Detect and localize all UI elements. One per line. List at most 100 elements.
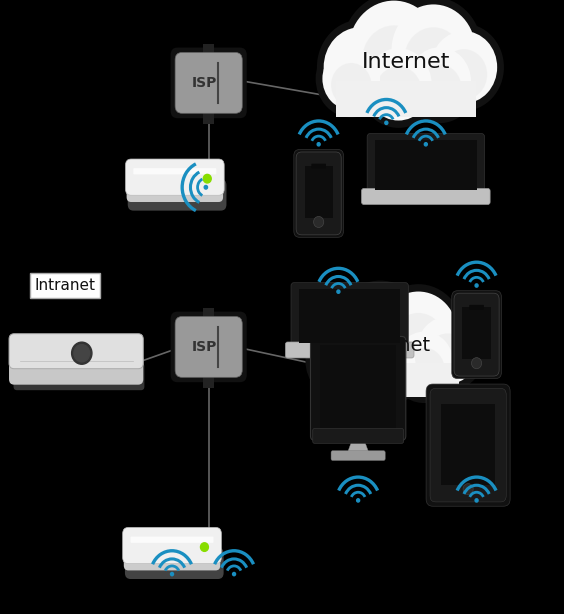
Circle shape — [417, 316, 479, 384]
Circle shape — [426, 333, 469, 381]
Circle shape — [204, 185, 208, 189]
Circle shape — [337, 290, 340, 293]
Circle shape — [391, 313, 446, 373]
FancyBboxPatch shape — [331, 451, 385, 460]
Circle shape — [170, 572, 174, 576]
Text: Internet: Internet — [362, 52, 450, 72]
Circle shape — [350, 311, 410, 376]
Text: Intranet: Intranet — [34, 278, 95, 293]
Circle shape — [410, 309, 486, 392]
Circle shape — [395, 332, 453, 395]
Circle shape — [424, 24, 504, 111]
Circle shape — [440, 49, 487, 100]
FancyBboxPatch shape — [125, 159, 224, 195]
Circle shape — [359, 41, 438, 128]
FancyBboxPatch shape — [131, 537, 213, 543]
Circle shape — [307, 306, 389, 395]
FancyBboxPatch shape — [469, 305, 484, 310]
Circle shape — [385, 0, 482, 103]
FancyBboxPatch shape — [311, 164, 326, 169]
FancyBboxPatch shape — [430, 389, 506, 502]
FancyBboxPatch shape — [203, 44, 214, 61]
Text: Internet: Internet — [354, 336, 430, 356]
FancyBboxPatch shape — [175, 317, 243, 377]
Bar — [440, 404, 495, 485]
FancyBboxPatch shape — [291, 282, 408, 350]
Circle shape — [463, 484, 473, 495]
FancyBboxPatch shape — [126, 179, 223, 202]
Circle shape — [404, 348, 445, 392]
Circle shape — [324, 332, 372, 384]
FancyBboxPatch shape — [170, 312, 247, 382]
Circle shape — [349, 1, 439, 99]
FancyBboxPatch shape — [125, 548, 223, 579]
FancyBboxPatch shape — [462, 307, 491, 360]
Circle shape — [314, 313, 382, 387]
Bar — [299, 289, 400, 343]
Circle shape — [372, 284, 464, 384]
FancyBboxPatch shape — [285, 342, 414, 358]
Circle shape — [362, 25, 426, 95]
Circle shape — [475, 284, 478, 287]
Circle shape — [417, 64, 461, 112]
Circle shape — [316, 40, 387, 117]
FancyBboxPatch shape — [362, 188, 490, 204]
FancyBboxPatch shape — [336, 80, 476, 117]
FancyBboxPatch shape — [175, 53, 243, 114]
Bar — [320, 345, 396, 429]
Circle shape — [312, 332, 366, 391]
FancyBboxPatch shape — [14, 363, 144, 391]
Circle shape — [331, 281, 430, 388]
Text: ISP: ISP — [192, 76, 217, 90]
FancyBboxPatch shape — [367, 134, 484, 196]
Circle shape — [356, 499, 360, 502]
FancyBboxPatch shape — [170, 48, 247, 119]
FancyBboxPatch shape — [454, 293, 499, 376]
FancyBboxPatch shape — [336, 80, 476, 117]
FancyBboxPatch shape — [9, 334, 143, 368]
Circle shape — [324, 27, 397, 107]
Polygon shape — [347, 442, 369, 454]
Bar — [375, 141, 477, 190]
FancyBboxPatch shape — [294, 150, 343, 238]
Circle shape — [475, 499, 478, 502]
Text: ISP: ISP — [192, 340, 217, 354]
FancyBboxPatch shape — [124, 547, 220, 570]
Circle shape — [323, 47, 380, 110]
Circle shape — [72, 342, 92, 364]
FancyBboxPatch shape — [312, 429, 404, 443]
Circle shape — [385, 121, 388, 125]
FancyBboxPatch shape — [324, 363, 460, 397]
Circle shape — [74, 344, 90, 362]
FancyBboxPatch shape — [122, 527, 221, 564]
FancyBboxPatch shape — [9, 354, 143, 384]
Circle shape — [314, 216, 324, 228]
Circle shape — [424, 142, 428, 146]
Circle shape — [402, 40, 478, 123]
Circle shape — [306, 324, 373, 398]
FancyBboxPatch shape — [310, 336, 406, 440]
Circle shape — [232, 572, 236, 576]
FancyBboxPatch shape — [452, 291, 501, 378]
Circle shape — [317, 20, 404, 115]
FancyBboxPatch shape — [203, 105, 214, 125]
Circle shape — [408, 47, 471, 116]
FancyBboxPatch shape — [426, 384, 510, 506]
Circle shape — [404, 27, 463, 91]
Circle shape — [334, 47, 386, 103]
Circle shape — [338, 288, 423, 381]
Circle shape — [331, 63, 372, 107]
Circle shape — [431, 31, 497, 103]
FancyBboxPatch shape — [305, 166, 333, 219]
Circle shape — [354, 333, 416, 400]
Circle shape — [375, 66, 422, 117]
FancyBboxPatch shape — [127, 179, 226, 211]
FancyBboxPatch shape — [296, 152, 341, 235]
FancyBboxPatch shape — [133, 168, 216, 174]
Circle shape — [363, 349, 407, 397]
Circle shape — [317, 142, 320, 146]
Circle shape — [472, 357, 482, 369]
Circle shape — [388, 324, 460, 403]
Circle shape — [379, 292, 457, 377]
Circle shape — [203, 174, 212, 183]
